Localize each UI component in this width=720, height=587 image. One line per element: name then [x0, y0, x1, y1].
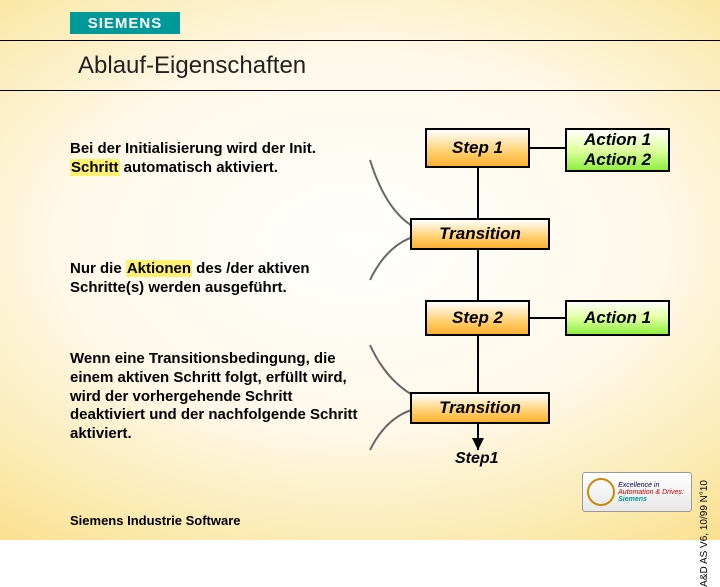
paragraph-1: Bei der Initialisierung wird der Init. S…	[70, 140, 360, 178]
exc-l1: Excellence in	[618, 482, 684, 489]
side-text: A&D AS V6, 10/99 N°10	[699, 480, 710, 587]
excellence-logo: Excellence in Automation & Drives: Sieme…	[582, 472, 692, 512]
action2-line1: Action 1	[584, 308, 651, 328]
exc-l3: Siemens	[618, 496, 684, 503]
action-1-box: Action 1 Action 2	[565, 128, 670, 172]
action-2-box: Action 1	[565, 300, 670, 336]
rule-1	[0, 40, 720, 41]
para2-highlight: Aktionen	[126, 260, 192, 277]
paragraph-3: Wenn eine Transitionsbedingung, die eine…	[70, 350, 360, 444]
paragraph-2: Nur die Aktionen des /der aktiven Schrit…	[70, 260, 360, 298]
para1-post: automatisch aktiviert.	[120, 159, 278, 176]
transition-2-box: Transition	[410, 392, 550, 424]
para1-highlight: Schritt	[70, 159, 120, 176]
logo-ring-icon	[587, 478, 615, 506]
rule-2	[0, 90, 720, 91]
siemens-logo: SIEMENS	[70, 12, 180, 34]
transition-1-box: Transition	[410, 218, 550, 250]
action1-line1: Action 1	[584, 130, 651, 150]
step-1-box: Step 1	[425, 128, 530, 168]
para1-pre: Bei der Initialisierung wird der Init.	[70, 140, 316, 157]
para2-pre: Nur die	[70, 260, 126, 277]
action1-line2: Action 2	[584, 150, 651, 170]
exc-l2: Automation & Drives:	[618, 489, 684, 496]
slide-title: Ablauf-Eigenschaften	[78, 52, 306, 80]
step-2-box: Step 2	[425, 300, 530, 336]
footer-text: Siemens Industrie Software	[70, 513, 241, 528]
step-1b-label: Step1	[455, 450, 499, 468]
